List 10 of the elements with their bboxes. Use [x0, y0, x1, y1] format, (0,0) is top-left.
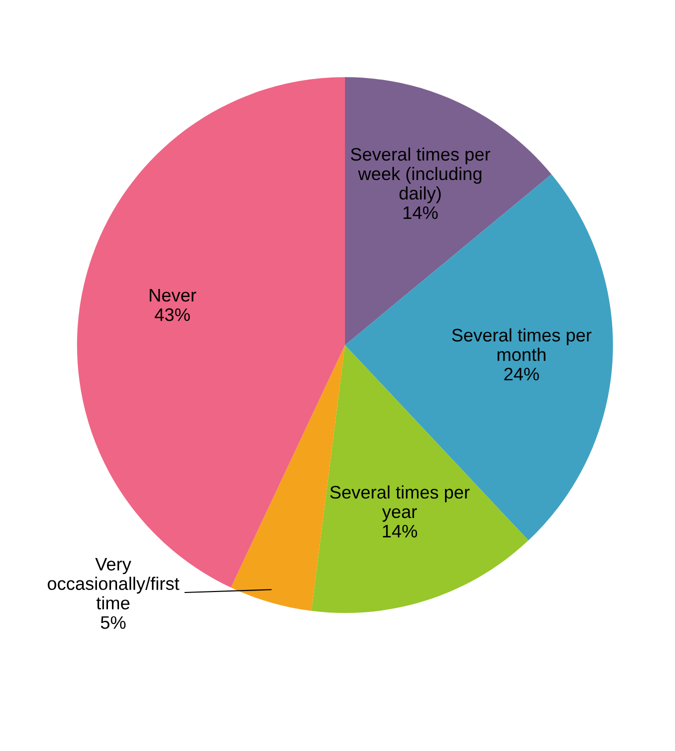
data-label: 14%	[404, 206, 438, 220]
slice-label: Never	[150, 289, 196, 302]
slice-label: Several times per month	[452, 328, 592, 362]
data-label: 24%	[504, 368, 539, 380]
data-label: 14%	[382, 524, 418, 538]
slice-label: Very occasionally/first time	[48, 558, 180, 610]
slice-label: Several times per year	[330, 485, 470, 522]
data-label: 5%	[100, 616, 126, 629]
slice-label: Several times per week (including daily)	[350, 147, 490, 204]
data-label: 43%	[154, 308, 190, 322]
